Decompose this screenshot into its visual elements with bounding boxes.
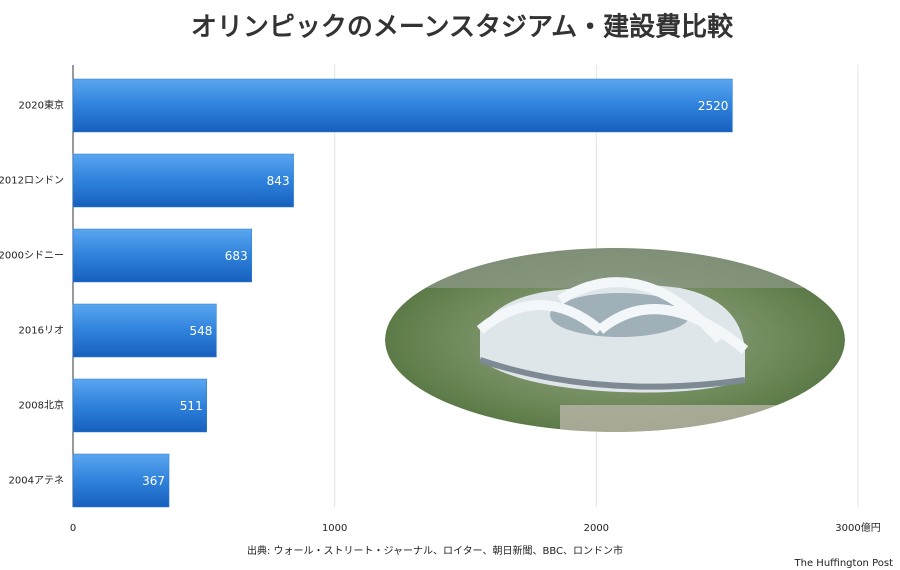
x-tick-label: 0 xyxy=(70,523,76,534)
y-tick-label: 2000シドニー xyxy=(0,251,64,262)
bar xyxy=(72,303,217,358)
bar xyxy=(72,378,207,433)
value-label: 511 xyxy=(180,399,203,413)
value-label: 367 xyxy=(142,474,165,488)
bar xyxy=(72,453,170,508)
value-label: 683 xyxy=(225,249,248,263)
x-tick-label: 2000 xyxy=(584,523,609,534)
value-label: 548 xyxy=(189,324,212,338)
bar xyxy=(72,228,252,283)
source-note: 出典: ウォール・ストリート・ジャーナル、ロイター、朝日新聞、BBC、ロンドン市 xyxy=(247,544,623,557)
y-tick-label: 2016リオ xyxy=(19,325,64,337)
x-tick-label: 3000億円 xyxy=(835,521,880,534)
y-tick-label: 2012ロンドン xyxy=(0,176,64,187)
y-tick-label: 2008北京 xyxy=(19,399,64,412)
stadium-photo xyxy=(385,248,845,432)
x-tick-label: 1000 xyxy=(322,523,347,534)
chart-title: オリンピックのメーンスタジアム・建設費比較 xyxy=(191,12,734,43)
credit: The Huffington Post xyxy=(794,558,894,569)
y-tick-label: 2004アテネ xyxy=(9,475,64,487)
bar xyxy=(72,78,733,133)
y-tick-label: 2020東京 xyxy=(19,99,64,112)
bar xyxy=(72,153,294,208)
value-label: 843 xyxy=(267,174,290,188)
value-label: 2520 xyxy=(698,99,729,113)
